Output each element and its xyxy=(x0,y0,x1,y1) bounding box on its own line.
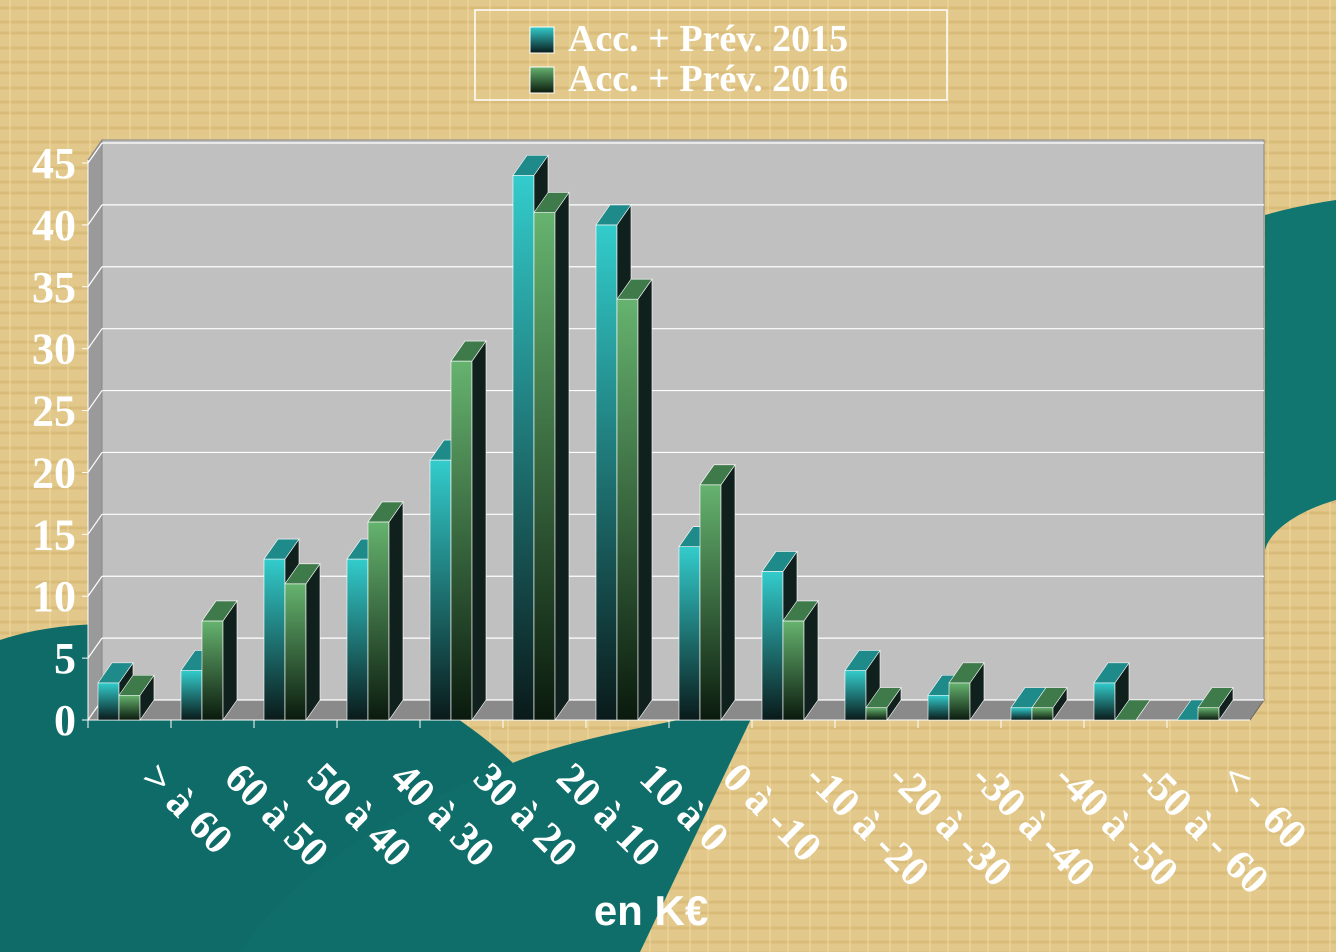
legend-box xyxy=(474,9,948,101)
bar-top xyxy=(97,662,134,684)
bar-side xyxy=(554,191,570,721)
bar xyxy=(616,278,653,721)
bar xyxy=(782,600,819,721)
y-tick-label: 10 xyxy=(32,572,76,621)
legend-swatch xyxy=(529,26,555,54)
bar-front xyxy=(180,670,203,721)
bar-front xyxy=(1031,707,1054,721)
legend-label: Acc. + Prév. 2016 xyxy=(568,58,848,100)
bar-top xyxy=(512,155,549,176)
bar-top xyxy=(450,340,487,362)
bar-top xyxy=(761,551,798,572)
y-tick-label: 15 xyxy=(32,510,76,559)
decor xyxy=(240,700,760,952)
bar-front xyxy=(1197,707,1220,721)
y-tick-label: 5 xyxy=(54,634,76,683)
decor xyxy=(1265,200,1336,550)
bar-side xyxy=(222,600,238,721)
bar-side xyxy=(305,562,321,721)
bar-side xyxy=(388,501,404,721)
bar-top xyxy=(595,204,632,226)
bar-side xyxy=(471,340,487,721)
y-tick-label: 0 xyxy=(54,696,76,745)
bar-side xyxy=(637,278,653,721)
bar xyxy=(450,340,487,721)
bar-top xyxy=(284,563,321,585)
bar-front xyxy=(512,175,535,721)
x-axis-title: en K€ xyxy=(594,887,708,934)
bar-front xyxy=(450,360,473,721)
bar xyxy=(1093,661,1130,721)
bar xyxy=(201,600,238,721)
side-wall xyxy=(87,138,103,722)
bar-top xyxy=(201,600,238,622)
bar xyxy=(533,191,570,721)
bar-top xyxy=(699,464,736,486)
grid-line-side xyxy=(87,266,103,288)
y-tick-label: 25 xyxy=(32,387,76,436)
bar-top xyxy=(782,600,819,622)
bar-front xyxy=(533,212,556,721)
y-tick-label: 45 xyxy=(32,139,76,188)
legend-label: Acc. + Prév. 2015 xyxy=(568,18,848,60)
bar-top xyxy=(844,650,881,671)
bar-front xyxy=(284,583,307,721)
bar-front xyxy=(97,682,120,721)
bar-front xyxy=(201,620,224,721)
bar-front xyxy=(865,707,888,721)
bar xyxy=(699,463,736,721)
bar xyxy=(1197,686,1234,721)
bar-front xyxy=(1093,682,1116,721)
bar xyxy=(118,674,155,721)
bar-top xyxy=(263,538,300,560)
y-tick-label: 40 xyxy=(32,201,76,250)
bar-front xyxy=(263,558,286,721)
grid-line-side xyxy=(87,142,103,164)
grid-line-side xyxy=(87,204,103,226)
bar xyxy=(1031,686,1068,721)
grid-line-side xyxy=(87,575,103,597)
grid-line-side xyxy=(87,513,103,535)
legend-swatch xyxy=(529,66,555,94)
grid-line-side xyxy=(87,328,103,350)
bar-front xyxy=(761,571,784,721)
grid-line-side xyxy=(87,452,103,473)
bar-top xyxy=(367,501,404,523)
bar-front xyxy=(844,670,867,721)
bar-front xyxy=(118,694,141,721)
bar xyxy=(367,501,404,721)
bar xyxy=(948,661,985,721)
bar-top xyxy=(1197,687,1234,708)
y-tick-label: 35 xyxy=(32,263,76,312)
bar-top xyxy=(948,662,985,684)
bar xyxy=(865,686,902,721)
bar-front xyxy=(927,694,950,721)
bar-front xyxy=(367,521,390,721)
bar-front xyxy=(948,682,971,721)
bar-front xyxy=(699,484,722,721)
bar-front xyxy=(1010,707,1033,721)
bar-front xyxy=(678,546,701,721)
bar-front xyxy=(595,224,618,721)
bar-front xyxy=(429,459,452,721)
bar-front xyxy=(346,558,369,721)
bar-front xyxy=(616,298,639,721)
bar-top xyxy=(1031,687,1068,708)
bar-side xyxy=(803,600,819,721)
grid-line-side xyxy=(87,390,103,411)
bar-top xyxy=(118,674,155,696)
bar xyxy=(1114,699,1151,721)
bar-top xyxy=(533,192,570,213)
bar-side xyxy=(720,463,736,721)
bar-top xyxy=(616,278,653,300)
bar xyxy=(284,562,321,721)
bar-top xyxy=(1093,662,1130,684)
grid-line-side xyxy=(87,637,103,659)
bar-top xyxy=(1114,699,1151,721)
y-tick-label: 30 xyxy=(32,325,76,374)
y-tick-label: 20 xyxy=(32,448,76,497)
bar-front xyxy=(782,620,805,721)
bar-top xyxy=(865,687,902,708)
